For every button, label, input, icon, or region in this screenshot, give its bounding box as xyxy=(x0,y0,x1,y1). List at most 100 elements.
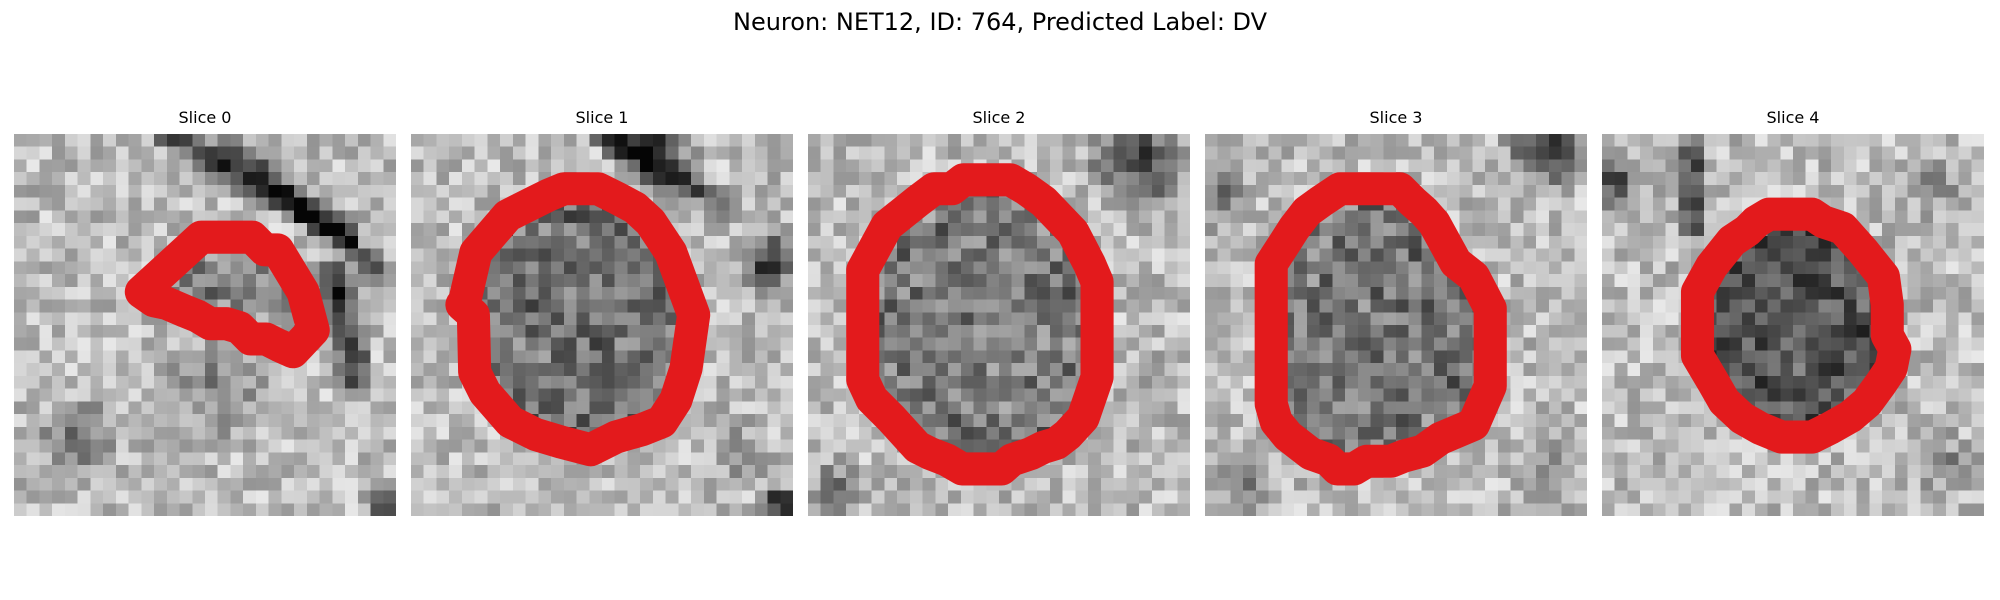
pixel xyxy=(1793,274,1806,288)
pixel xyxy=(487,439,501,453)
pixel xyxy=(1958,477,1972,491)
pixel xyxy=(1497,401,1511,415)
pixel xyxy=(1126,503,1140,516)
pixel xyxy=(14,210,27,224)
pixel xyxy=(1614,363,1628,377)
pixel xyxy=(154,503,168,516)
pixel xyxy=(64,172,78,186)
pixel xyxy=(512,172,526,186)
pixel xyxy=(205,414,218,428)
pixel xyxy=(1230,286,1244,300)
pixel xyxy=(1614,312,1628,326)
pixel xyxy=(1561,248,1575,262)
pixel xyxy=(411,210,424,224)
pixel xyxy=(1230,503,1244,516)
pixel xyxy=(1217,197,1231,211)
pixel xyxy=(1907,197,1921,211)
pixel xyxy=(652,299,666,313)
pixel xyxy=(154,414,168,428)
pixel xyxy=(306,401,320,415)
pixel xyxy=(141,235,155,249)
pixel xyxy=(1536,261,1550,275)
pixel xyxy=(999,134,1012,147)
pixel xyxy=(1485,503,1499,516)
pixel xyxy=(217,490,231,504)
pixel xyxy=(589,350,603,364)
pixel xyxy=(1574,274,1587,288)
pixel xyxy=(614,134,628,147)
pixel xyxy=(255,401,269,415)
pixel xyxy=(1652,363,1666,377)
pixel xyxy=(1113,375,1127,389)
pixel xyxy=(281,375,295,389)
pixel xyxy=(576,210,590,224)
pixel xyxy=(1933,299,1947,313)
pixel xyxy=(52,248,66,262)
pixel xyxy=(1958,261,1972,275)
pixel xyxy=(39,261,53,275)
pixel xyxy=(1754,363,1768,377)
pixel xyxy=(1088,146,1102,160)
pixel xyxy=(1894,223,1908,237)
pixel xyxy=(1472,235,1486,249)
pixel xyxy=(563,146,577,160)
pixel xyxy=(1510,503,1524,516)
pixel xyxy=(370,350,384,364)
pixel xyxy=(411,388,424,402)
pixel xyxy=(436,490,450,504)
pixel xyxy=(1971,312,1984,326)
pixel xyxy=(1933,414,1947,428)
pixel xyxy=(52,388,66,402)
pixel xyxy=(39,325,53,338)
pixel xyxy=(1421,350,1435,364)
pixel xyxy=(243,274,257,288)
pixel xyxy=(64,210,78,224)
pixel xyxy=(205,465,218,479)
pixel xyxy=(1780,388,1794,402)
pixel xyxy=(716,401,730,415)
pixel xyxy=(230,401,244,415)
pixel xyxy=(345,274,359,288)
pixel xyxy=(411,184,424,198)
pixel xyxy=(1472,223,1486,237)
pixel xyxy=(1523,414,1537,428)
pixel xyxy=(820,274,834,288)
pixel xyxy=(999,223,1012,237)
pixel xyxy=(948,261,962,275)
pixel xyxy=(1205,325,1218,338)
pixel xyxy=(179,426,193,440)
pixel xyxy=(1869,184,1883,198)
pixel xyxy=(525,375,539,389)
pixel xyxy=(1907,261,1921,275)
pixel xyxy=(1139,223,1153,237)
pixel xyxy=(1151,274,1165,288)
pixel xyxy=(1126,184,1140,198)
pixel xyxy=(1510,490,1524,504)
pixel xyxy=(973,388,987,402)
pixel xyxy=(754,184,768,198)
pixel xyxy=(128,248,142,262)
pixel xyxy=(1459,363,1473,377)
pixel xyxy=(1459,146,1473,160)
pixel xyxy=(525,490,539,504)
pixel xyxy=(461,159,475,173)
pixel xyxy=(897,375,911,389)
pixel xyxy=(820,146,834,160)
pixel xyxy=(1818,146,1832,160)
pixel xyxy=(1945,223,1959,237)
pixel xyxy=(26,159,40,173)
pixel xyxy=(1075,184,1089,198)
pixel xyxy=(103,439,117,453)
pixel xyxy=(833,477,847,491)
pixel xyxy=(986,503,1000,516)
pixel xyxy=(1510,274,1524,288)
pixel xyxy=(1139,465,1153,479)
pixel xyxy=(1652,426,1666,440)
pixel xyxy=(1230,490,1244,504)
pixel xyxy=(627,388,641,402)
pixel xyxy=(576,350,590,364)
pixel xyxy=(1856,439,1870,453)
pixel xyxy=(1561,146,1575,160)
pixel xyxy=(268,490,282,504)
pixel xyxy=(294,159,308,173)
